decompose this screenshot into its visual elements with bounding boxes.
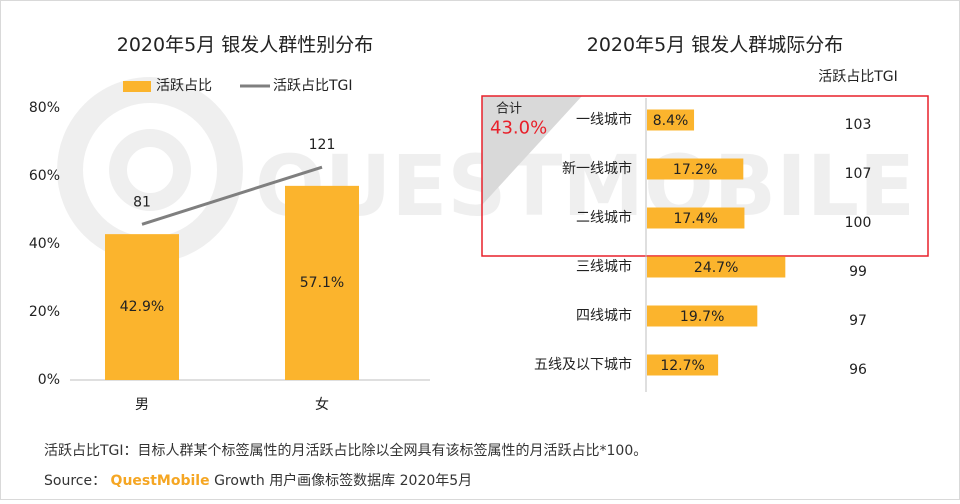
category-label: 二线城市 [576, 209, 632, 226]
city-bar [647, 305, 758, 327]
tgi-value: 100 [845, 215, 872, 231]
tgi-value: 103 [845, 117, 872, 133]
city-bar-data-label: 17.2% [673, 162, 717, 178]
category-label: 一线城市 [576, 111, 632, 128]
city-bar [647, 207, 745, 229]
source-prefix: Source： [44, 473, 107, 489]
x-tick-label: 女 [315, 396, 329, 413]
city-bar [647, 109, 695, 131]
city-bar-data-label: 12.7% [660, 358, 704, 374]
watermark-logo-ring [57, 77, 243, 263]
watermark-text: QUESTMOBILE [255, 137, 915, 235]
city-bar-data-label: 19.7% [680, 309, 724, 325]
left-chart-title: 2020年5月 银发人群性别分布 [117, 34, 373, 56]
bar-data-label: 42.9% [120, 299, 164, 315]
tgi-column-header: 活跃占比TGI [818, 69, 898, 85]
y-tick-label: 0% [38, 372, 60, 388]
watermark-logo-core [109, 129, 191, 211]
city-bar [647, 354, 719, 376]
tgi-data-label: 81 [133, 194, 151, 210]
category-label: 新一线城市 [562, 160, 632, 177]
footer-source: Source： QuestMobile Growth 用户画像标签数据库 202… [44, 470, 472, 490]
footer-note: 活跃占比TGI：目标人群某个标签属性的月活跃占比除以全网具有该标签属性的月活跃占… [44, 443, 648, 459]
legend-swatch-bar [123, 81, 151, 92]
y-tick-label: 20% [29, 304, 60, 320]
tgi-line [141, 165, 323, 226]
source-brand: QuestMobile [110, 473, 210, 489]
category-label: 三线城市 [576, 258, 632, 275]
right-chart-title: 2020年5月 银发人群城际分布 [587, 34, 843, 56]
legend-label-bar: 活跃占比 [156, 78, 212, 94]
city-bar [647, 256, 786, 278]
y-tick-label: 60% [29, 168, 60, 184]
tgi-value: 96 [849, 362, 867, 378]
highlight-value: 43.0% [490, 118, 547, 139]
highlight-triangle [482, 96, 582, 205]
city-bar [647, 158, 744, 180]
y-tick-label: 80% [29, 100, 60, 116]
city-bar-data-label: 17.4% [673, 211, 717, 227]
x-tick-label: 男 [135, 397, 149, 413]
highlight-box [481, 95, 929, 257]
source-suffix: Growth 用户画像标签数据库 2020年5月 [214, 473, 473, 489]
tgi-data-label: 121 [309, 137, 336, 153]
category-label: 五线及以下城市 [534, 356, 632, 373]
bar-data-label: 57.1% [300, 275, 344, 291]
city-bar-data-label: 24.7% [694, 260, 738, 276]
highlight-label: 合计 [496, 102, 522, 117]
bar-male [105, 234, 179, 380]
city-bar-data-label: 8.4% [653, 113, 689, 129]
category-label: 四线城市 [576, 307, 632, 324]
legend-label-line: 活跃占比TGI [273, 78, 353, 94]
tgi-value: 107 [845, 166, 872, 182]
bar-female [285, 185, 359, 380]
tgi-value: 97 [849, 313, 867, 329]
tgi-value: 99 [849, 264, 867, 280]
y-tick-label: 40% [29, 236, 60, 252]
